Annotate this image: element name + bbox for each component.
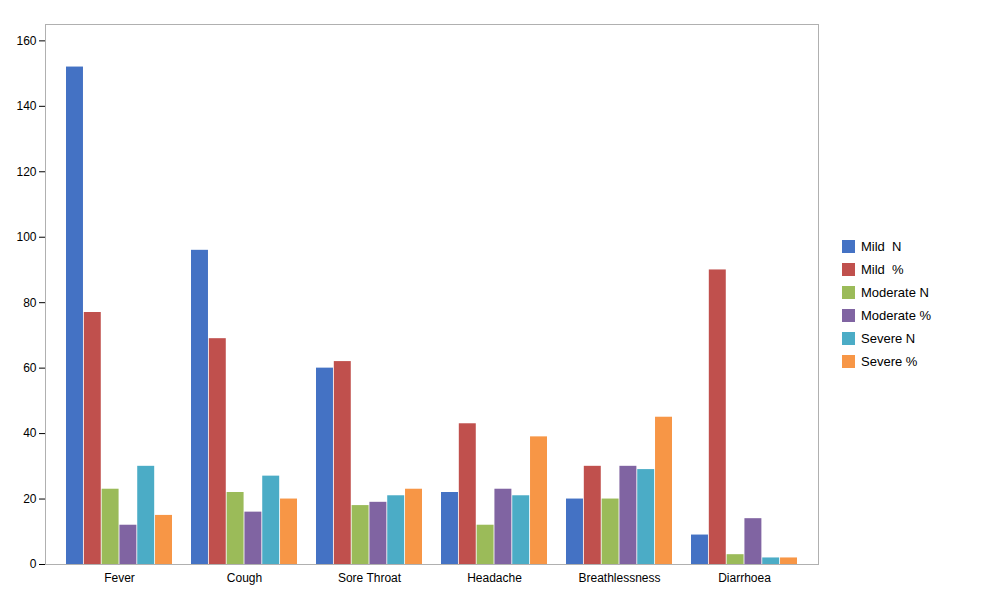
svg-text:100: 100 xyxy=(16,230,36,244)
svg-text:80: 80 xyxy=(23,296,37,310)
svg-text:Breathlessness: Breathlessness xyxy=(578,571,660,585)
svg-text:Headache: Headache xyxy=(467,571,522,585)
svg-text:60: 60 xyxy=(23,361,37,375)
svg-text:0: 0 xyxy=(30,557,37,571)
svg-text:20: 20 xyxy=(23,492,37,506)
svg-text:Cough: Cough xyxy=(227,571,262,585)
html-text:Mild %: Mild % xyxy=(861,262,904,277)
svg-text:Sore Throat: Sore Throat xyxy=(338,571,402,585)
svg-text:140: 140 xyxy=(16,99,36,113)
html-text:Mild N: Mild N xyxy=(861,239,902,254)
svg-text:120: 120 xyxy=(16,165,36,179)
html-text:Severe N: Severe N xyxy=(861,331,916,346)
html-text:Severe %: Severe % xyxy=(861,354,918,369)
svg-text:40: 40 xyxy=(23,426,37,440)
html-text:Moderate %: Moderate % xyxy=(861,308,932,323)
svg-text:Fever: Fever xyxy=(104,571,135,585)
html-text:Moderate N: Moderate N xyxy=(861,285,929,300)
svg-text:Diarrhoea: Diarrhoea xyxy=(718,571,771,585)
svg-text:160: 160 xyxy=(16,34,36,48)
